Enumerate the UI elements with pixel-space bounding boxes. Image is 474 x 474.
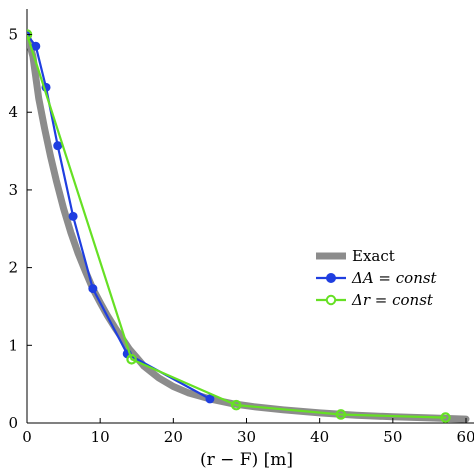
legend-label-1: ΔA = const xyxy=(351,269,438,287)
x-tick-label: 50 xyxy=(383,428,402,446)
legend-marker-1 xyxy=(326,273,336,283)
x-axis-label: (r − F) [m] xyxy=(200,450,293,470)
y-tick-label: 5 xyxy=(8,26,18,44)
x-tick-label: 40 xyxy=(310,428,329,446)
x-tick-label: 20 xyxy=(164,428,183,446)
series-1-point xyxy=(31,41,41,51)
y-tick-label: 0 xyxy=(8,414,18,432)
y-tick-label: 3 xyxy=(8,181,18,199)
x-tick-label: 60 xyxy=(456,428,474,446)
x-tick-label: 0 xyxy=(22,428,32,446)
legend-label-0: Exact xyxy=(352,247,395,265)
series-layer xyxy=(27,29,470,423)
y-tick-label: 1 xyxy=(8,336,18,354)
series-2-point xyxy=(230,399,242,411)
series-1-point xyxy=(68,211,78,221)
series-2-point xyxy=(440,412,451,423)
x-tick-label: 10 xyxy=(91,428,110,446)
series-line-1 xyxy=(27,33,211,400)
legend: Exact ΔA = const Δr = const xyxy=(316,247,438,309)
series-line-0 xyxy=(27,31,470,423)
series-1-point xyxy=(53,141,63,151)
legend-marker-2 xyxy=(325,294,337,306)
y-tick-label: 4 xyxy=(8,103,18,121)
legend-label-2: Δr = const xyxy=(351,291,434,309)
series-1-point xyxy=(205,394,215,404)
x-tick-label: 30 xyxy=(237,428,256,446)
ticks: 0 10 20 30 40 50 60 0 1 2 3 4 5 xyxy=(8,26,474,446)
series-2-point xyxy=(335,409,347,420)
axes xyxy=(26,9,474,424)
y-tick-label: 2 xyxy=(8,259,18,277)
series-line-2 xyxy=(27,33,447,419)
series-1-point xyxy=(88,284,98,294)
series-2-point xyxy=(126,353,137,365)
